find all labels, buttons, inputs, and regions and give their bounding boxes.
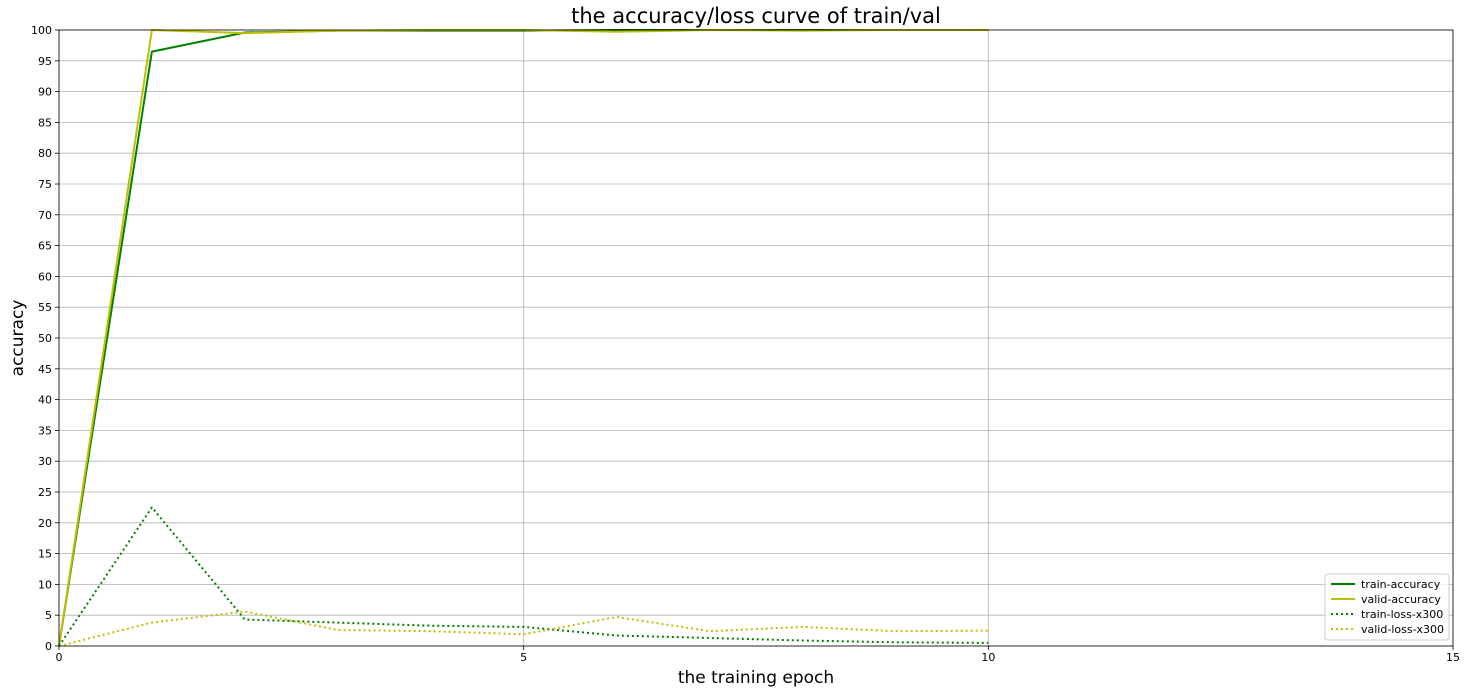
y-tick-label: 95	[38, 55, 52, 68]
y-tick-label: 40	[38, 394, 52, 407]
y-tick-label: 10	[38, 578, 52, 591]
y-tick-label: 25	[38, 486, 52, 499]
y-axis-label: accuracy	[8, 300, 28, 377]
y-tick-label: 15	[38, 548, 52, 561]
x-tick-label: 15	[1446, 651, 1460, 664]
y-tick-label: 50	[38, 332, 52, 345]
series-line-valid-loss-x300	[58, 610, 989, 647]
y-tick-label: 85	[38, 116, 52, 129]
y-tick-label: 75	[38, 178, 52, 191]
y-tick-label: 65	[38, 240, 52, 253]
x-tick-label: 5	[520, 651, 527, 664]
y-tick-label: 60	[38, 270, 52, 283]
y-tick-label: 45	[38, 363, 52, 376]
x-axis-label: the training epoch	[678, 668, 834, 688]
y-tick-label: 5	[45, 609, 52, 622]
legend: train-accuracy valid-accuracy train-loss-x…	[1324, 573, 1450, 641]
x-tick-label: 10	[981, 651, 995, 664]
y-tick-label: 80	[38, 147, 52, 160]
y-tick-label: 0	[45, 640, 52, 653]
chart-title: the accuracy/loss curve of train/val	[571, 4, 941, 28]
y-tick-label: 100	[31, 24, 52, 37]
y-tick-label: 90	[38, 86, 52, 99]
legend-label-valid-loss-x300: valid-loss-x300	[1361, 623, 1444, 636]
legend-label-train-loss-x300: train-loss-x300	[1361, 608, 1443, 621]
x-tick-label: 0	[56, 651, 63, 664]
y-tick-label: 30	[38, 455, 52, 468]
series-line-train-loss-x300	[58, 506, 989, 647]
y-tick-label: 70	[38, 209, 52, 222]
legend-box	[1324, 573, 1450, 641]
y-axis-ticks: 0 5 10 15 20 25 30 35 40 45 50 55 60 65 70 75 80 85 90 95 10…	[31, 24, 59, 653]
y-tick-label: 55	[38, 301, 52, 314]
legend-label-valid-accuracy: valid-accuracy	[1361, 593, 1441, 606]
y-tick-label: 35	[38, 424, 52, 437]
grid-lines	[58, 29, 1454, 647]
x-axis-ticks: 0 5 10 15	[56, 646, 1460, 664]
legend-label-train-accuracy: train-accuracy	[1361, 578, 1441, 591]
y-tick-label: 20	[38, 517, 52, 530]
